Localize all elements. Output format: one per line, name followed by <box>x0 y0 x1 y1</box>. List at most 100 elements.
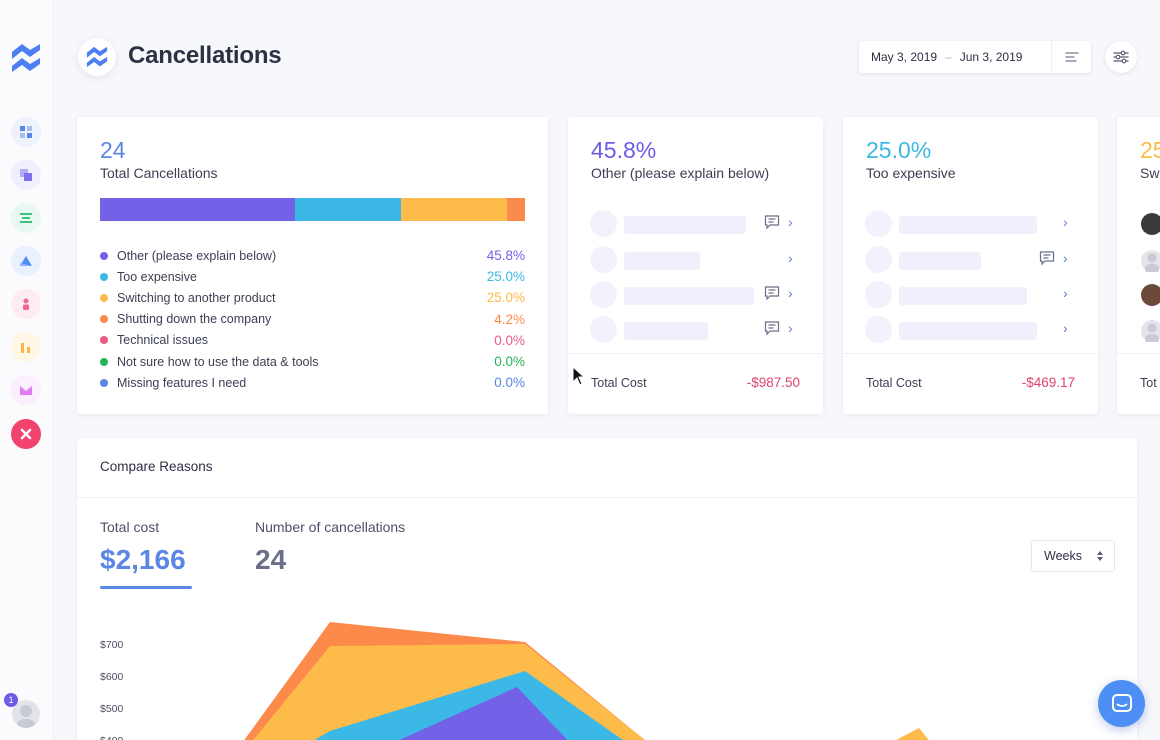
text-placeholder <box>624 322 708 340</box>
text-placeholder <box>899 287 1027 305</box>
legend-label: Shutting down the company <box>117 312 272 327</box>
reason-pct: 25.0% <box>866 137 932 163</box>
area-chart[interactable]: $700 $600 $500 $400 <box>77 598 1137 740</box>
date-range-picker[interactable]: May 3, 2019 – Jun 3, 2019 <box>859 41 1091 73</box>
comment-icon[interactable] <box>764 320 780 336</box>
list-item[interactable]: › <box>865 281 1075 311</box>
legend-label: Other (please explain below) <box>117 248 277 263</box>
total-cost-label: Total Cost <box>591 376 647 390</box>
date-menu-button[interactable] <box>1051 41 1091 73</box>
list-item[interactable]: › <box>590 281 800 311</box>
legend-row[interactable]: Missing features I need 0.0% <box>100 372 525 393</box>
metric-label-cancellations[interactable]: Number of cancellations <box>255 519 406 535</box>
metric-value-total-cost[interactable]: $2,166 <box>100 544 186 575</box>
legend-row[interactable]: Too expensive 25.0% <box>100 266 525 287</box>
chat-launcher-button[interactable] <box>1098 680 1145 727</box>
date-start[interactable]: May 3, 2019 <box>871 50 938 64</box>
legend-pct: 45.8% <box>486 248 525 264</box>
sidebar-item-reports[interactable] <box>11 246 41 276</box>
avatar <box>1141 320 1160 344</box>
date-end[interactable]: Jun 3, 2019 <box>959 50 1023 64</box>
bar-chart-icon <box>21 343 30 353</box>
legend-row[interactable]: Shutting down the company 4.2% <box>100 309 525 330</box>
legend-row[interactable]: Other (please explain below) 45.8% <box>100 245 525 266</box>
reasons-legend: Other (please explain below) 45.8% Too exp… <box>100 245 525 393</box>
legend-dot <box>100 272 108 281</box>
legend-row[interactable]: Not sure how to use the data & tools 0.0% <box>100 351 525 372</box>
reason-card-switching[interactable]: 25 Sw Tot <box>1117 117 1160 414</box>
legend-label: Not sure how to use the data & tools <box>117 354 319 369</box>
metric-value-cancellations[interactable]: 24 <box>255 544 287 575</box>
avatar-placeholder <box>590 210 617 237</box>
reason-card-other[interactable]: 45.8% Other (please explain below) › › ›… <box>568 117 823 414</box>
y-tick-label: $500 <box>100 703 124 715</box>
list-item[interactable]: › <box>590 316 800 346</box>
avatar-placeholder <box>865 210 892 237</box>
filter-button[interactable] <box>1105 41 1137 73</box>
sidebar-item-layers[interactable] <box>11 160 41 190</box>
distribution-bar-segment[interactable] <box>100 198 295 221</box>
area-series[interactable] <box>377 687 577 740</box>
chevron-right-icon[interactable]: › <box>788 214 793 230</box>
chevron-right-icon[interactable]: › <box>788 285 793 301</box>
cancel-icon <box>20 428 32 440</box>
legend-pct: 25.0% <box>486 290 525 306</box>
reason-pct: 25 <box>1140 137 1160 163</box>
distribution-bar-segment[interactable] <box>400 198 508 221</box>
user-avatar[interactable] <box>12 700 40 728</box>
sidebar-item-dashboard[interactable] <box>11 117 41 147</box>
chevron-right-icon[interactable]: › <box>788 320 793 336</box>
distribution-bar-segment[interactable] <box>507 198 525 221</box>
y-tick-label: $600 <box>100 671 124 683</box>
area-series[interactable] <box>877 728 937 740</box>
sidebar-item-mail[interactable] <box>11 375 41 405</box>
date-separator: – <box>945 50 952 64</box>
user-silhouette-icon <box>1145 323 1159 344</box>
avatar <box>1141 213 1160 235</box>
text-placeholder <box>899 252 981 270</box>
legend-dot <box>100 293 108 302</box>
reason-label: Other (please explain below) <box>591 165 770 181</box>
legend-pct: 0.0% <box>494 375 525 391</box>
total-cancellations-label: Total Cancellations <box>100 165 218 181</box>
divider <box>1117 353 1160 354</box>
legend-label: Too expensive <box>117 269 197 284</box>
legend-label: Switching to another product <box>117 290 276 305</box>
comment-icon[interactable] <box>1039 250 1055 266</box>
avatar-placeholder <box>865 281 892 308</box>
distribution-bar-segment[interactable] <box>294 198 401 221</box>
distribution-bar[interactable] <box>100 198 525 221</box>
period-select[interactable]: Weeks <box>1031 540 1115 572</box>
avatar-placeholder <box>865 316 892 343</box>
list-item[interactable]: › <box>865 246 1075 276</box>
chevron-right-icon[interactable]: › <box>1063 214 1068 230</box>
divider <box>568 353 823 354</box>
list-item[interactable]: › <box>590 210 800 240</box>
list-item[interactable]: › <box>590 246 800 276</box>
sidebar-item-people[interactable] <box>11 289 41 319</box>
legend-label: Technical issues <box>117 333 209 348</box>
sliders-icon <box>1113 50 1129 64</box>
person-icon <box>23 298 29 310</box>
chevron-right-icon[interactable]: › <box>1063 320 1068 336</box>
legend-label: Missing features I need <box>117 375 247 390</box>
list-item[interactable]: › <box>865 316 1075 346</box>
total-cost-label: Tot <box>1140 376 1157 390</box>
legend-row[interactable]: Switching to another product 25.0% <box>100 287 525 308</box>
chevron-right-icon[interactable]: › <box>1063 250 1068 266</box>
chevron-right-icon[interactable]: › <box>788 250 793 266</box>
list-item[interactable]: › <box>865 210 1075 240</box>
legend-dot <box>100 357 108 366</box>
chevron-right-icon[interactable]: › <box>1063 285 1068 301</box>
legend-row[interactable]: Technical issues 0.0% <box>100 330 525 351</box>
sidebar-item-cancellations[interactable] <box>11 419 41 449</box>
sidebar-item-list[interactable] <box>11 203 41 233</box>
reason-card-too-expensive[interactable]: 25.0% Too expensive › › › › Total Cost -… <box>843 117 1098 414</box>
comment-icon[interactable] <box>764 214 780 230</box>
brand-logo-icon <box>86 46 108 68</box>
comment-icon[interactable] <box>764 285 780 301</box>
sidebar-item-analytics[interactable] <box>11 332 41 362</box>
app-logo-icon[interactable] <box>8 40 44 76</box>
legend-pct: 0.0% <box>494 354 525 370</box>
metric-label-total-cost[interactable]: Total cost <box>100 519 160 535</box>
